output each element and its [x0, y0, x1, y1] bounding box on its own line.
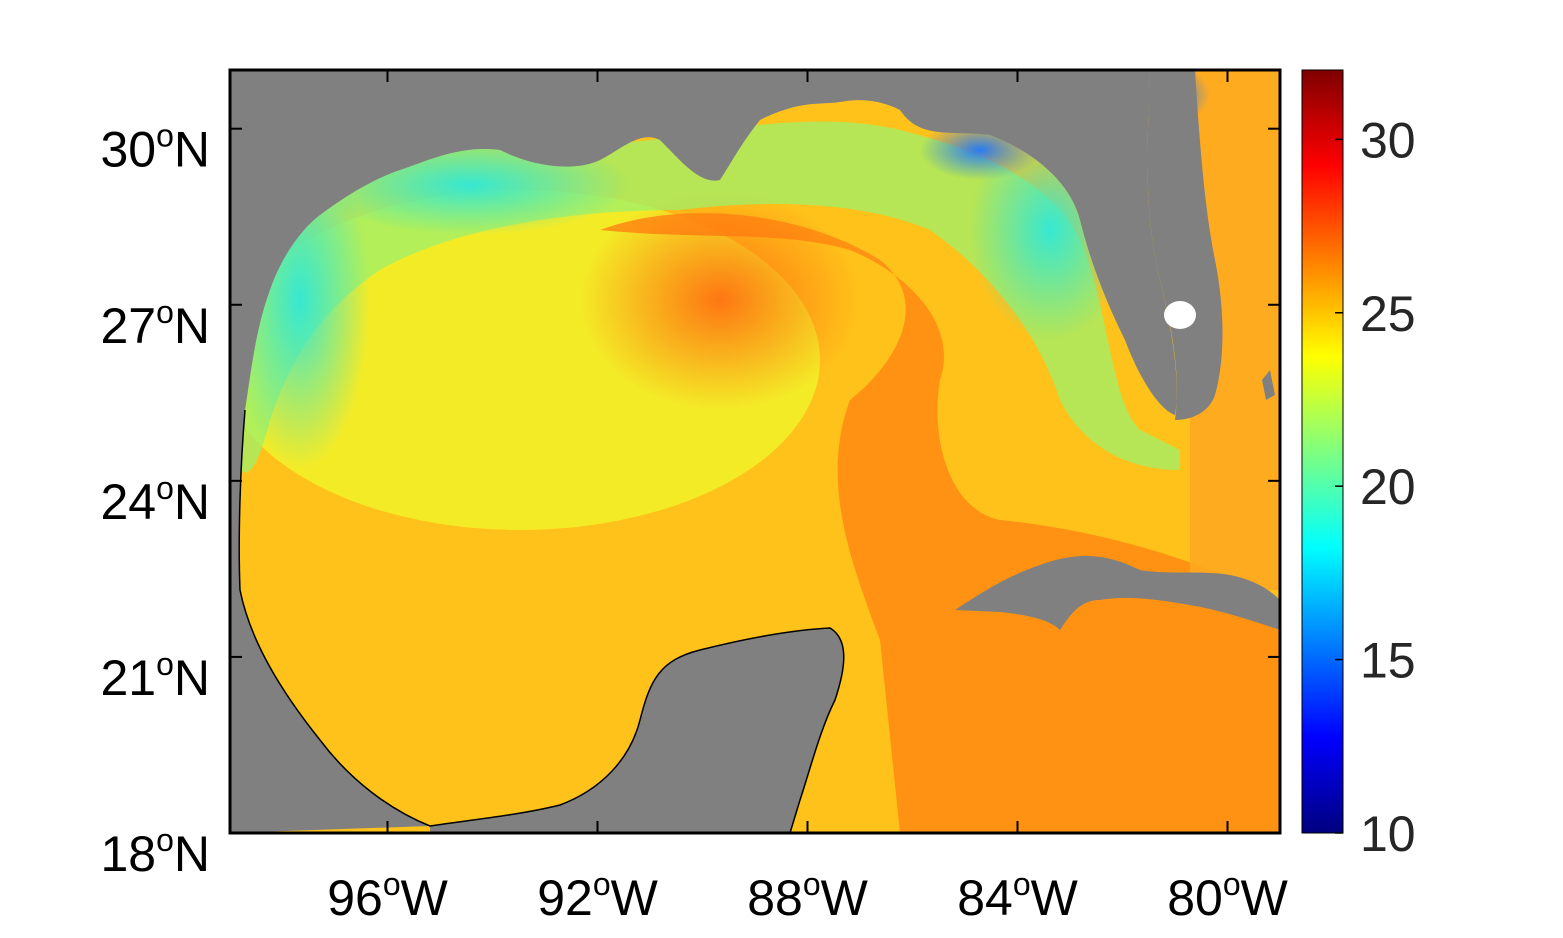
x-tick-label: 88oW — [747, 866, 868, 926]
x-axis-ticks: 96oW 92oW 88oW 84oW 80oW — [327, 70, 1289, 926]
y-tick-label: 30oN — [100, 118, 210, 178]
x-tick-label: 92oW — [537, 866, 658, 926]
y-tick-label: 21oN — [100, 646, 210, 706]
y-tick-label: 18oN — [100, 822, 210, 882]
cuba-land — [955, 555, 1280, 630]
map-panel — [230, 70, 1280, 833]
north-america-land — [230, 70, 1177, 833]
colorbar-ticks: 30 25 20 15 10 — [1335, 112, 1416, 862]
colorbar-tick-label: 30 — [1360, 112, 1416, 168]
florida-land — [1147, 70, 1223, 420]
y-tick-label: 24oN — [100, 470, 210, 530]
lake-okeechobee — [1164, 301, 1196, 329]
x-tick-label: 80oW — [1167, 866, 1288, 926]
y-tick-label: 27oN — [100, 294, 210, 354]
warm-eddy — [580, 190, 860, 410]
map-frame — [228, 68, 1282, 835]
x-tick-label: 84oW — [957, 866, 1078, 926]
loop-current-warm-water — [600, 213, 1280, 833]
colorbar-tick-label: 15 — [1360, 633, 1416, 689]
bahamas-land — [1262, 370, 1275, 400]
colorbar-bar — [1301, 69, 1344, 834]
colorbar-tick-label: 10 — [1360, 806, 1416, 862]
x-tick-label: 96oW — [327, 866, 448, 926]
colorbar-tick-label: 20 — [1360, 459, 1416, 515]
y-axis-ticks: 30oN 27oN 24oN 21oN 18oN — [100, 118, 1280, 882]
colorbar-tick-label: 25 — [1360, 286, 1416, 342]
coastline — [238, 409, 845, 833]
